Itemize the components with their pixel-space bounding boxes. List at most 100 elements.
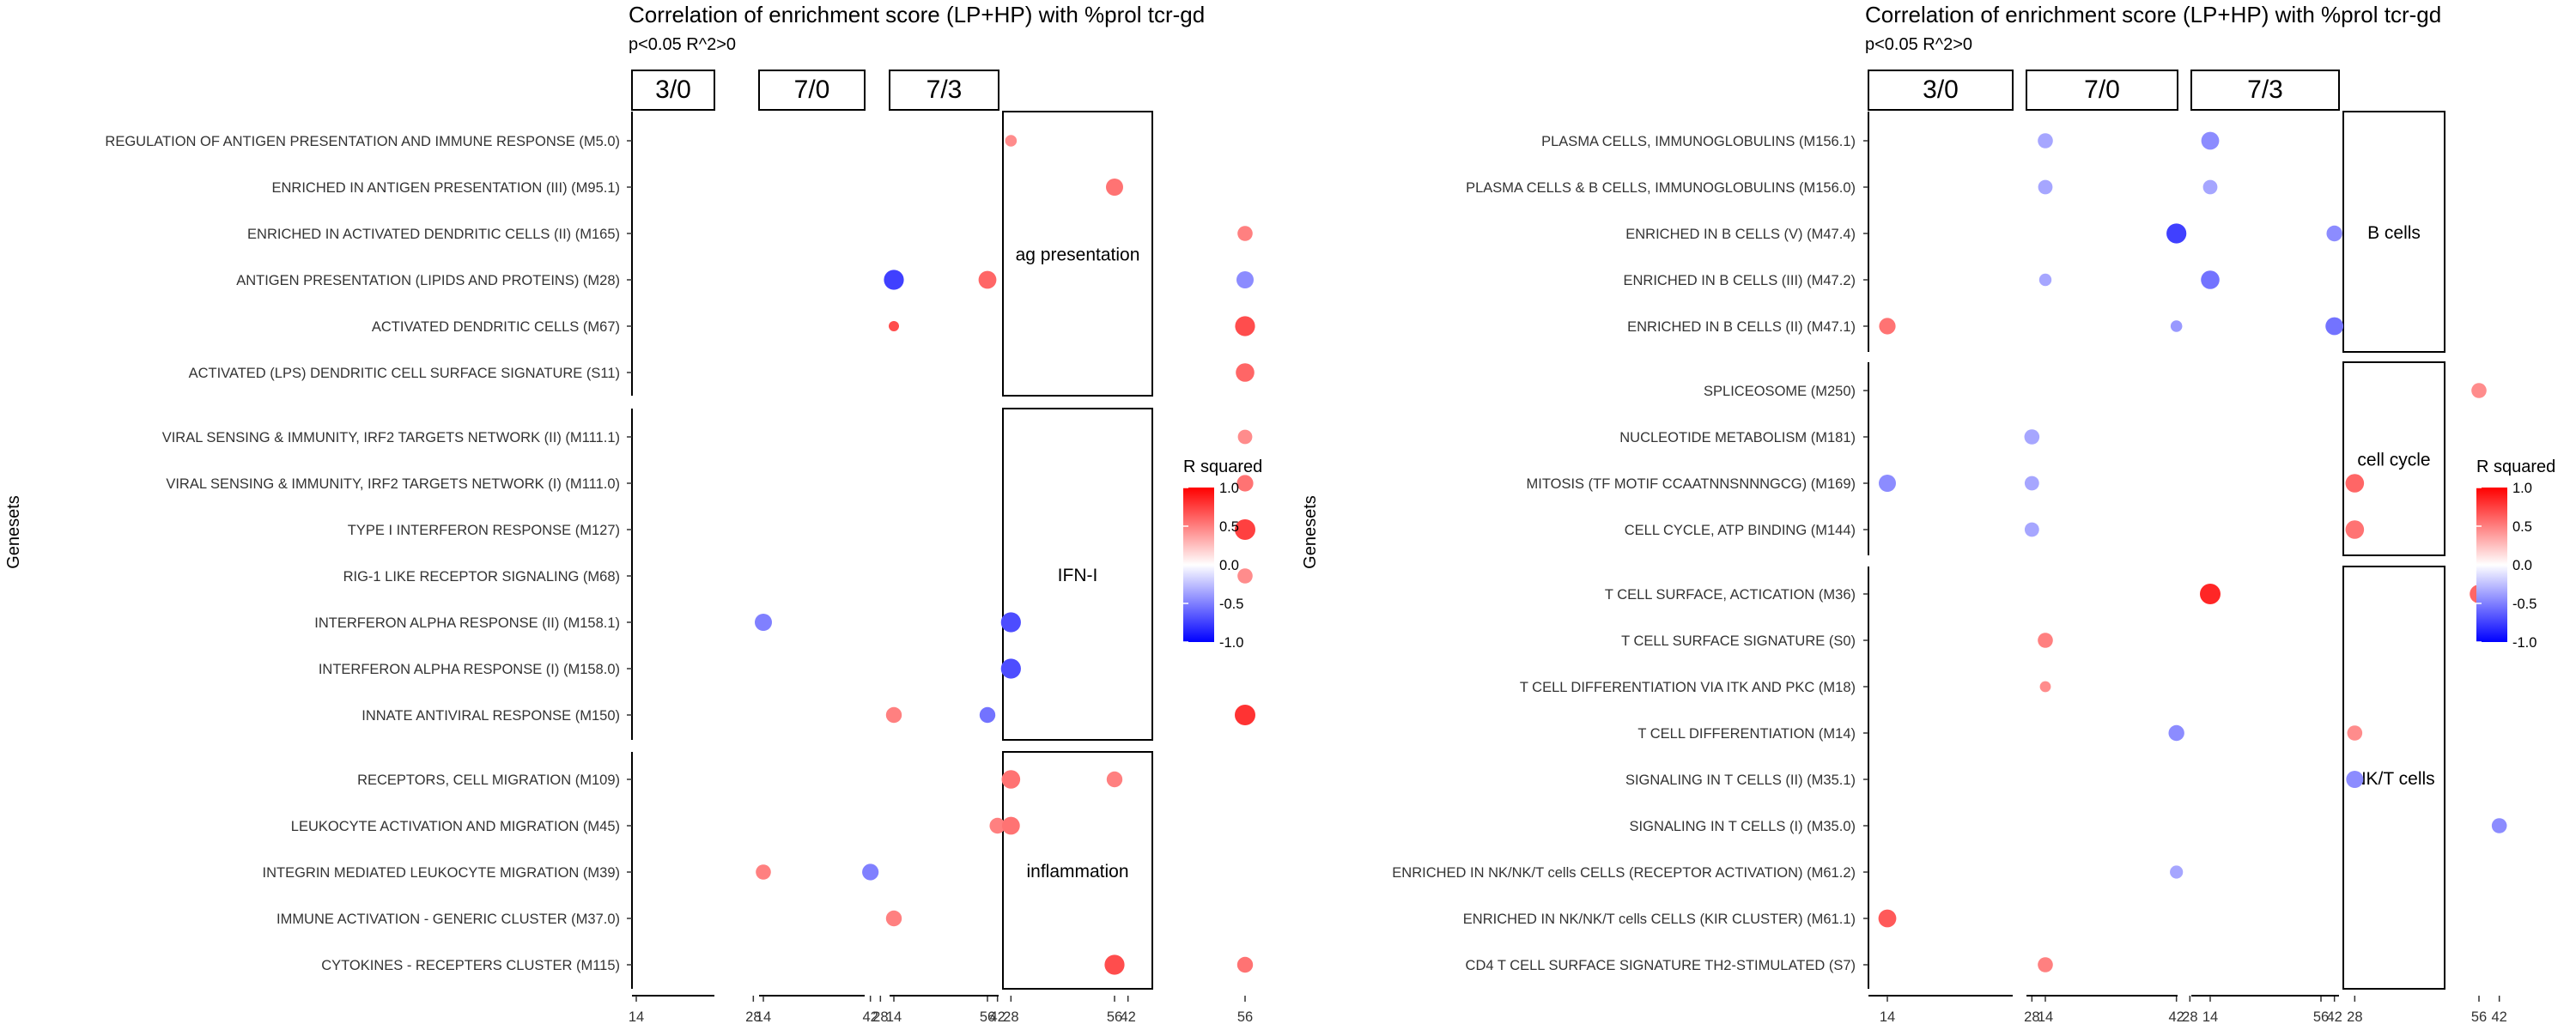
- chart-1-legend-tick-label: 0.5: [1219, 519, 1239, 535]
- chart-2-data-point: [2326, 225, 2342, 242]
- chart-2-data-point: [2170, 865, 2184, 879]
- chart-2-group-label-2: cell cycle: [2357, 451, 2430, 470]
- chart-1-facet-label-1: 3/0: [655, 76, 691, 104]
- chart-1-row-label: ANTIGEN PRESENTATION (LIPIDS AND PROTEIN…: [236, 273, 620, 288]
- chart-2-legend-tick-label: 0.0: [2512, 558, 2532, 573]
- chart-2-x-tick-label: 56: [2471, 1009, 2487, 1025]
- chart-1-row-label: TYPE I INTERFERON RESPONSE (M127): [348, 523, 620, 538]
- chart-1-x-tick-label: 42: [862, 1009, 878, 1025]
- chart-2-data-point: [2170, 320, 2183, 332]
- chart-1-legend-tick-label: -0.5: [1219, 597, 1243, 612]
- chart-1-data-point: [1235, 316, 1255, 336]
- chart-2-row-label: NUCLEOTIDE METABOLISM (M181): [1619, 430, 1856, 445]
- chart-1-facet-label-2: 7/0: [794, 76, 830, 104]
- chart-1-data-point: [1237, 568, 1253, 584]
- chart-2-row-label: T CELL SURFACE, ACTICATION (M36): [1605, 587, 1856, 603]
- chart-1-data-point: [1236, 271, 1254, 288]
- chart-1-row-label: REGULATION OF ANTIGEN PRESENTATION AND I…: [105, 134, 620, 149]
- chart-1-x-tick-label: 28: [1003, 1009, 1018, 1025]
- chart-1-row-label: RECEPTORS, CELL MIGRATION (M109): [357, 772, 620, 788]
- chart-1-facet-strip-1: [631, 70, 715, 111]
- chart-2-legend-tick-label: -1.0: [2512, 635, 2537, 651]
- chart-1-data-point: [1106, 771, 1123, 788]
- chart-1-row-label: ENRICHED IN ANTIGEN PRESENTATION (III) (…: [271, 180, 620, 196]
- chart-2-data-point: [2471, 383, 2487, 398]
- chart-1-row-label: RIG-1 LIKE RECEPTOR SIGNALING (M68): [343, 569, 620, 585]
- chart-2-legend-title: R squared: [2476, 457, 2555, 476]
- chart-1-row-label: IMMUNE ACTIVATION - GENERIC CLUSTER (M37…: [276, 912, 620, 927]
- chart-2-group-strip-1: [2342, 111, 2445, 353]
- chart-1-data-point: [755, 614, 772, 631]
- chart-2-row-label: ENRICHED IN NK/NK/T cells CELLS (KIR CLU…: [1463, 912, 1856, 927]
- chart-2-group-strip-3: [2342, 566, 2445, 990]
- chart-1-data-point: [1235, 705, 1255, 725]
- chart-1-data-point: [884, 270, 904, 290]
- chart-2-x-tick-label: 56: [2313, 1009, 2329, 1025]
- chart-1-data-point: [1001, 770, 1021, 789]
- chart-2-data-point: [2345, 520, 2365, 539]
- chart-1-data-point: [1104, 954, 1125, 975]
- chart-2-x-tick-label: 42: [2168, 1009, 2184, 1025]
- chart-2-row-label: CD4 T CELL SURFACE SIGNATURE TH2-STIMULA…: [1466, 958, 1856, 973]
- chart-1-group-label-3: inflammation: [1026, 862, 1128, 882]
- chart-1-x-tick-label: 28: [872, 1009, 888, 1025]
- chart-1-data-point: [1236, 956, 1254, 973]
- chart-1-row-label: INTERFERON ALPHA RESPONSE (II) (M158.1): [314, 615, 620, 631]
- chart-1-data-point: [979, 706, 996, 724]
- chart-1-data-point: [1000, 612, 1021, 633]
- chart-1-group-strip-3: [1002, 751, 1153, 990]
- chart-1-data-point: [885, 706, 902, 724]
- chart-2-group-label-3: NK/T cells: [2353, 769, 2434, 789]
- chart-2-data-point: [2346, 771, 2364, 788]
- chart-2-row-label: ENRICHED IN B CELLS (II) (M47.1): [1627, 319, 1856, 335]
- chart-2-data-point: [2345, 474, 2365, 493]
- chart-2-row-label: SIGNALING IN T CELLS (II) (M35.1): [1625, 772, 1856, 788]
- chart-2-row-label: SPLICEOSOME (M250): [1704, 384, 1856, 399]
- chart-2-data-point: [2325, 317, 2344, 336]
- chart-2-facet-label-3: 7/3: [2247, 76, 2283, 104]
- chart-1-data-point: [1235, 519, 1255, 540]
- chart-2-data-point: [2038, 273, 2052, 287]
- chart-1-x-tick-label: 42: [1120, 1009, 1135, 1025]
- chart-1-data-point: [978, 270, 997, 289]
- chart-2-subtitle: p<0.05 R^2>0: [1865, 35, 1972, 54]
- chart-1-row-label: ENRICHED IN ACTIVATED DENDRITIC CELLS (I…: [247, 227, 620, 242]
- chart-1-x-tick-label: 42: [989, 1009, 1005, 1025]
- chart-1-row-label: ACTIVATED (LPS) DENDRITIC CELL SURFACE S…: [189, 366, 620, 381]
- chart-1-legend-tick-label: 0.0: [1219, 558, 1239, 573]
- chart-1-y-axis-label: Genesets: [4, 495, 23, 569]
- chart-2-row-label: MITOSIS (TF MOTIF CCAATNNSNNNGCG) (M169): [1527, 476, 1856, 492]
- chart-2-data-point: [1878, 909, 1897, 928]
- chart-2-data-point: [2202, 179, 2218, 195]
- chart-2-row-label: T CELL SURFACE SIGNATURE (S0): [1621, 633, 1856, 649]
- chart-2-legend-tick-label: 0.5: [2512, 519, 2532, 535]
- chart-2-row-label: T CELL DIFFERENTIATION VIA ITK AND PKC (…: [1520, 680, 1856, 695]
- chart-1-row-label: INNATE ANTIVIRAL RESPONSE (M150): [361, 708, 620, 724]
- chart-1-legend-tick-label: -1.0: [1219, 635, 1243, 651]
- chart-2-legend-tick-label: -0.5: [2512, 597, 2537, 612]
- chart-2-data-point: [1879, 475, 1896, 492]
- chart-1-data-point: [1236, 363, 1255, 382]
- chart-1-data-point: [1005, 135, 1018, 147]
- chart-2-facet-label-2: 7/0: [2084, 76, 2120, 104]
- chart-2-group-label-1: B cells: [2367, 223, 2421, 243]
- chart-1-row-label: ACTIVATED DENDRITIC CELLS (M67): [372, 319, 620, 335]
- chart-2-facet-strip-1: [1868, 70, 2014, 111]
- chart-2-data-point: [2491, 818, 2507, 833]
- chart-2-row-label: SIGNALING IN T CELLS (I) (M35.0): [1630, 819, 1856, 834]
- chart-1-data-point: [756, 864, 771, 880]
- chart-1-data-point: [862, 863, 879, 881]
- chart-2-x-tick-label: 28: [2024, 1009, 2039, 1025]
- chart-2-facet-label-1: 3/0: [1923, 76, 1959, 104]
- chart-2-x-tick-label: 28: [2182, 1009, 2197, 1025]
- chart-2-x-tick-label: 14: [2202, 1009, 2218, 1025]
- chart-1-row-label: CYTOKINES - RECEPTERS CLUSTER (M115): [321, 958, 620, 973]
- chart-2-data-point: [2038, 133, 2053, 148]
- chart-1-data-point: [989, 817, 1005, 834]
- chart-1-data-point: [1237, 429, 1253, 445]
- chart-2-data-point: [2166, 223, 2187, 244]
- chart-1-group-label-1: ag presentation: [1016, 245, 1140, 265]
- chart-1-data-point: [889, 321, 899, 331]
- chart-1-data-point: [1106, 179, 1123, 196]
- chart-2-row-label: PLASMA CELLS & B CELLS, IMMUNOGLOBULINS …: [1466, 180, 1856, 196]
